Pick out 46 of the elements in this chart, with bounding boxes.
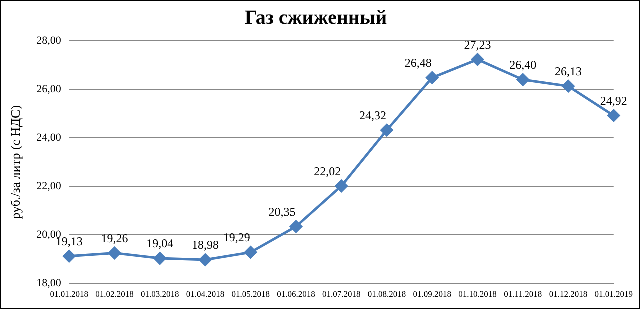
x-tick-label: 01.06.2018: [277, 289, 316, 300]
point: [290, 220, 302, 233]
x-tick-label: 01.09.2018: [413, 289, 452, 300]
x-tick-label: 01.07.2018: [322, 289, 361, 300]
point: [154, 252, 166, 265]
y-tick-label: 24,00: [36, 132, 62, 144]
x-tick-label: 01.05.2018: [232, 289, 270, 300]
y-tick-label: 20,00: [36, 229, 62, 242]
point: [471, 53, 484, 66]
x-tick-label: 01.03.2018: [140, 289, 180, 300]
data-label: 18,98: [192, 238, 219, 252]
point: [244, 246, 258, 259]
data-label: 24,32: [359, 108, 386, 123]
point: [562, 80, 575, 93]
x-tick-label: 01.04.2018: [186, 289, 225, 300]
data-label: 20,35: [268, 204, 296, 219]
point: [380, 124, 394, 137]
point: [426, 72, 439, 84]
x-tick-label: 01.01.2018: [50, 289, 88, 300]
data-label: 26,48: [404, 56, 432, 70]
y-tick-label: 18,00: [36, 278, 62, 290]
x-tick-label: 01.11.2018: [504, 289, 542, 300]
x-tick-label: 01.10.2018: [458, 289, 497, 300]
y-tick-label: 26,00: [36, 83, 62, 96]
x-tick-label: 01.08.2018: [368, 289, 406, 300]
data-label: 19,26: [101, 231, 128, 246]
data-label: 19,29: [223, 230, 250, 245]
x-tick-label: 01.12.2018: [549, 289, 588, 300]
data-label: 27,23: [464, 38, 492, 52]
point: [108, 246, 121, 260]
chart-title: Газ сжиженный: [244, 7, 388, 30]
y-axis-title: руб./за литр (с НДС): [8, 105, 24, 220]
data-label: 26,40: [510, 58, 537, 72]
point: [516, 74, 530, 86]
data-label: 19,04: [146, 236, 174, 251]
y-tick-label: 28,00: [36, 34, 62, 47]
point: [335, 180, 348, 192]
point: [608, 110, 620, 122]
point: [199, 254, 212, 266]
data-label: 24,92: [600, 94, 628, 108]
y-tick-label: 22,00: [36, 180, 62, 193]
x-tick-label: 01.01.2019: [594, 289, 633, 300]
x-tick-label: 01.02.2018: [96, 289, 134, 300]
data-label: 26,13: [555, 64, 582, 79]
data-label: 22,02: [314, 164, 342, 178]
point: [63, 250, 76, 263]
